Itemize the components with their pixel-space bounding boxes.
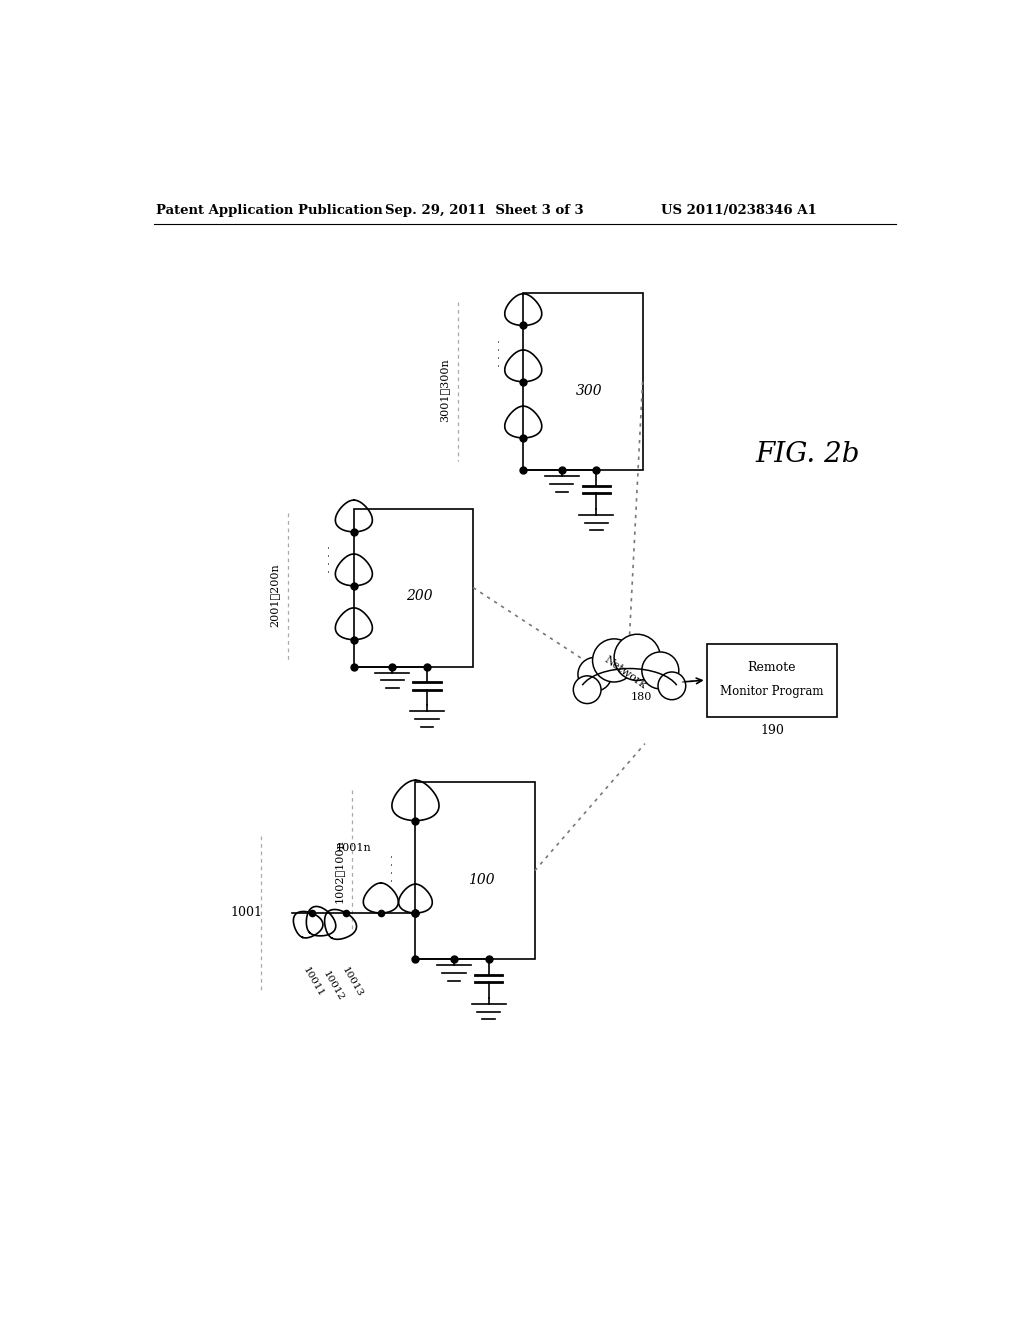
Text: · · · ·: · · · · <box>387 854 400 882</box>
Bar <box>354 508 473 667</box>
Bar <box>416 781 535 960</box>
Bar <box>707 644 838 717</box>
Ellipse shape <box>580 668 680 718</box>
Circle shape <box>614 635 660 681</box>
Bar <box>523 293 643 470</box>
Text: · · · ·: · · · · <box>494 339 507 367</box>
Text: 2001～200n: 2001～200n <box>269 564 280 627</box>
Text: US 2011/0238346 A1: US 2011/0238346 A1 <box>660 205 817 218</box>
Text: 190: 190 <box>760 723 784 737</box>
Circle shape <box>578 657 611 692</box>
Text: 1001: 1001 <box>230 907 262 920</box>
Text: 10011: 10011 <box>301 966 326 999</box>
Text: · · · ·: · · · · <box>325 545 337 573</box>
Text: 1002～100n: 1002～100n <box>334 838 343 903</box>
Text: 100: 100 <box>468 873 495 887</box>
Text: Network: Network <box>603 655 648 690</box>
Text: 180: 180 <box>631 693 651 702</box>
Text: 10012: 10012 <box>321 970 345 1003</box>
Text: 10013: 10013 <box>340 966 365 999</box>
Text: 1001n: 1001n <box>336 842 372 853</box>
Circle shape <box>573 676 601 704</box>
Text: Sep. 29, 2011  Sheet 3 of 3: Sep. 29, 2011 Sheet 3 of 3 <box>385 205 584 218</box>
Text: Monitor Program: Monitor Program <box>720 685 823 697</box>
Circle shape <box>593 639 636 682</box>
Text: Patent Application Publication: Patent Application Publication <box>156 205 383 218</box>
Text: 3001～300n: 3001～300n <box>439 359 449 422</box>
Text: Remote: Remote <box>748 661 797 675</box>
Text: 300: 300 <box>575 384 602 397</box>
Circle shape <box>642 652 679 689</box>
Text: 200: 200 <box>407 589 433 602</box>
Circle shape <box>658 672 686 700</box>
Text: FIG. 2b: FIG. 2b <box>756 441 860 469</box>
